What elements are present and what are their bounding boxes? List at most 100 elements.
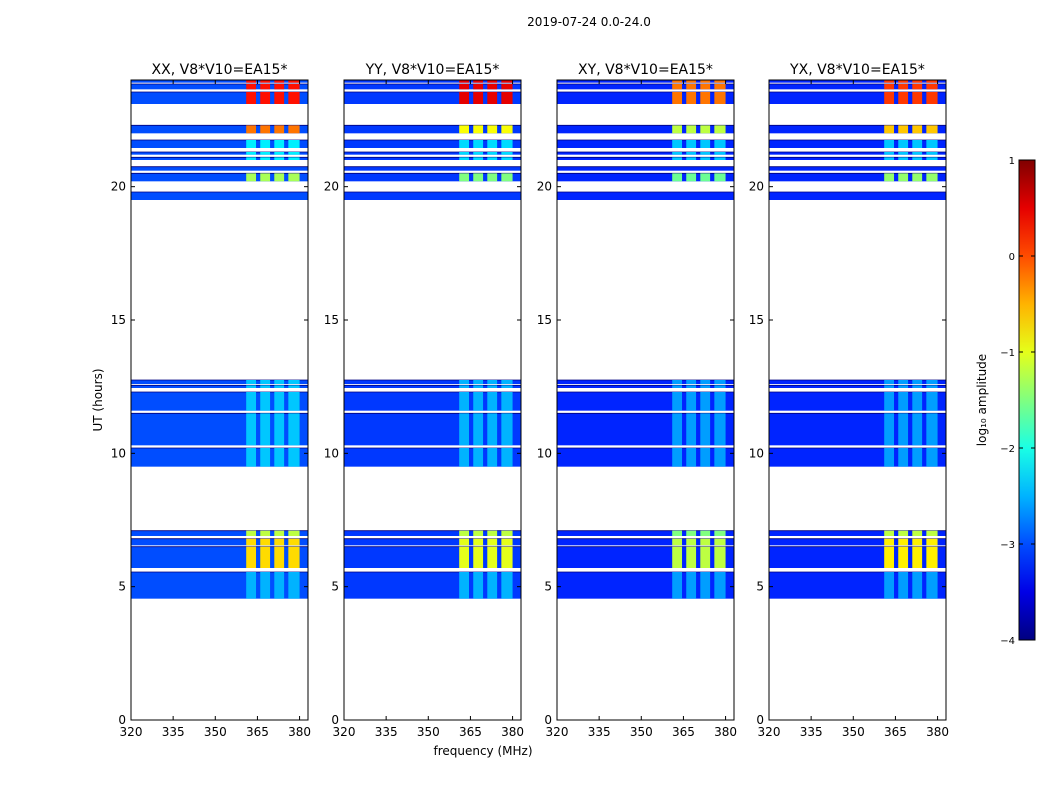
rfi-cell [274, 413, 285, 446]
rfi-cell [686, 392, 697, 411]
rfi-cell [274, 380, 285, 384]
rfi-cell [260, 84, 271, 90]
rfi-cell [487, 173, 498, 182]
rfi-cell [884, 572, 895, 599]
rfi-cell [501, 380, 513, 384]
rfi-cell [501, 92, 513, 104]
rfi-cell [700, 572, 711, 599]
y-tick-label: 20 [537, 180, 552, 194]
rfi-cell [260, 80, 271, 83]
rfi-cell [912, 152, 923, 155]
rfi-cell [912, 385, 923, 388]
data-block [131, 192, 308, 200]
rfi-cell [672, 152, 683, 155]
rfi-cell [260, 530, 271, 536]
x-tick-label: 380 [288, 725, 311, 739]
rfi-cell [487, 125, 498, 134]
x-tick-label: 365 [884, 725, 907, 739]
data-block [344, 380, 521, 384]
rfi-cell [714, 80, 726, 83]
rfi-cell [912, 530, 923, 536]
y-tick-label: 10 [749, 446, 764, 460]
x-tick-label: 365 [459, 725, 482, 739]
rfi-cell [246, 173, 257, 182]
rfi-cell [487, 140, 498, 148]
rfi-cell [700, 546, 711, 568]
rfi-cell [501, 572, 513, 599]
rfi-cell [686, 380, 697, 384]
y-tick-label: 0 [118, 713, 126, 727]
colorbar-label: log₁₀ amplitude [975, 354, 989, 446]
axes-frame [768, 79, 947, 721]
rfi-cell [246, 392, 257, 411]
rfi-cell [926, 173, 938, 182]
rfi-cell [714, 157, 726, 160]
rfi-cell [700, 152, 711, 155]
rfi-cell [288, 140, 300, 148]
rfi-cell [926, 92, 938, 104]
rfi-cell [898, 392, 909, 411]
rfi-cell [686, 125, 697, 134]
y-tick-label: 10 [111, 446, 126, 460]
rfi-cell [288, 448, 300, 467]
x-tick-label: 365 [246, 725, 269, 739]
rfi-cell [912, 92, 923, 104]
rfi-cell [672, 380, 683, 384]
rfi-cell [714, 530, 726, 536]
rfi-cell [714, 448, 726, 467]
rfi-cell [487, 80, 498, 83]
rfi-cell [714, 92, 726, 104]
y-tick-label: 15 [324, 313, 339, 327]
rfi-cell [288, 530, 300, 536]
y-tick-label: 15 [537, 313, 552, 327]
rfi-cell [501, 80, 513, 83]
rfi-cell [686, 80, 697, 83]
rfi-cell [672, 92, 683, 104]
rfi-cell [700, 385, 711, 388]
rfi-cell [274, 546, 285, 568]
rfi-cell [260, 173, 271, 182]
data-block [131, 80, 308, 83]
rfi-cell [459, 413, 470, 446]
rfi-cell [884, 157, 895, 160]
rfi-cell [686, 448, 697, 467]
rfi-cell [912, 392, 923, 411]
rfi-cell [459, 80, 470, 83]
rfi-cell [246, 572, 257, 599]
rfi-cell [487, 392, 498, 411]
rfi-cell [459, 380, 470, 384]
data-block [769, 166, 946, 171]
data-block [769, 173, 946, 182]
rfi-cell [288, 84, 300, 90]
rfi-cell [274, 140, 285, 148]
rfi-cell [487, 448, 498, 467]
colorbar: 1 0 −1 −2 −3 −4 [1000, 156, 1036, 647]
rfi-cell [926, 140, 938, 148]
rfi-cell [686, 140, 697, 148]
rfi-cell [884, 173, 895, 182]
panel-1: XX, V8*V10=EA15* 320 335 350 365 380 0 5 10 15 20 [111, 62, 311, 739]
rfi-cell [898, 530, 909, 536]
rfi-cell [246, 380, 257, 384]
rfi-cell [288, 92, 300, 104]
rfi-cell [926, 448, 938, 467]
rfi-cell [714, 173, 726, 182]
rfi-cell [686, 572, 697, 599]
rfi-cell [459, 152, 470, 155]
rfi-cell [686, 152, 697, 155]
rfi-cell [884, 152, 895, 155]
rfi-cell [473, 572, 484, 599]
rfi-cell [274, 448, 285, 467]
rfi-cell [459, 546, 470, 568]
rfi-cell [926, 572, 938, 599]
rfi-cell [260, 140, 271, 148]
rfi-cell [473, 92, 484, 104]
data-block [769, 530, 946, 536]
rfi-cell [926, 538, 938, 546]
data-block [557, 157, 734, 160]
rfi-cell [686, 530, 697, 536]
rfi-cell [260, 413, 271, 446]
figure-title: 2019-07-24 0.0-24.0 [527, 15, 651, 29]
rfi-cell [926, 80, 938, 83]
data-block [344, 157, 521, 160]
